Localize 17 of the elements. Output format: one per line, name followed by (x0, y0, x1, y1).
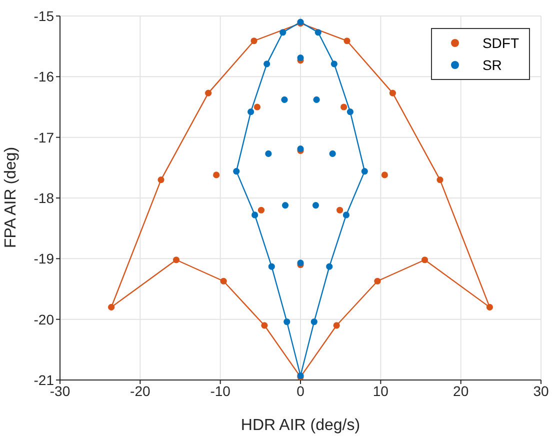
y-tick-label: -20 (34, 311, 54, 328)
x-tick-label: -10 (210, 382, 231, 399)
x-tick-label: 20 (453, 382, 469, 399)
y-tick-label: -18 (34, 190, 54, 206)
y-tick-label: -21 (34, 372, 54, 388)
y-tick-label: -15 (34, 8, 54, 24)
x-tick-label: -20 (130, 382, 150, 399)
x-tick-label: 10 (372, 382, 389, 399)
x-axis-title: HDR AIR (deg/s) (240, 417, 360, 434)
y-tick-label: -19 (34, 250, 54, 267)
legend-label: SR (482, 57, 502, 73)
y-tick-label: -17 (34, 129, 54, 146)
legend-label: SDFT (482, 35, 519, 51)
x-tick-label: 0 (296, 382, 305, 399)
y-tick-label: -16 (34, 68, 54, 85)
y-axis-title: FPA AIR (deg) (2, 146, 20, 248)
x-tick-label: 30 (533, 382, 549, 399)
